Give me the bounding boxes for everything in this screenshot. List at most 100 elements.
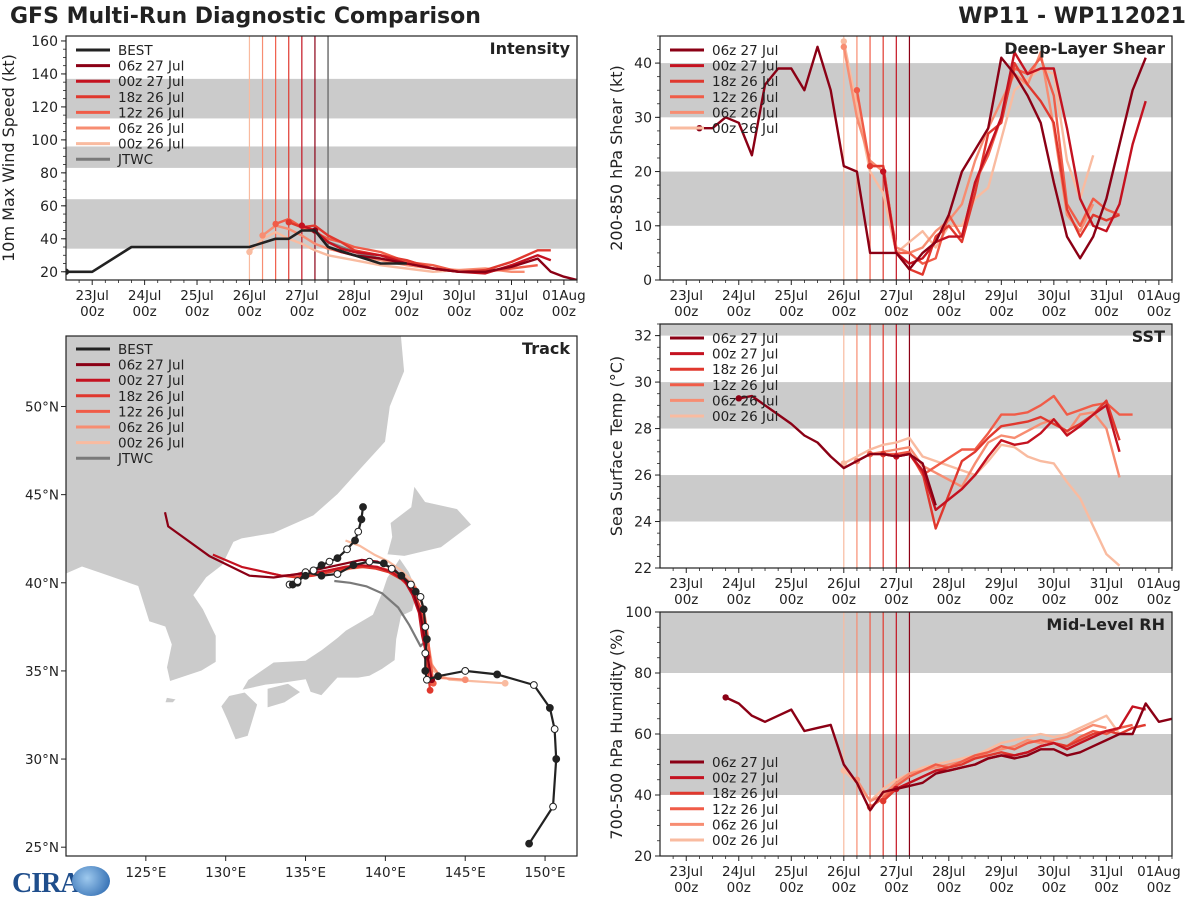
storm-id: WP11 - WP112021 — [958, 4, 1186, 29]
cira-logo: CIRA — [6, 866, 116, 899]
track-legend-label-best: BEST — [118, 342, 153, 358]
best-track-point — [552, 755, 561, 763]
best-track-point — [493, 670, 502, 679]
intensity-xtick-hour: 00z — [132, 304, 156, 320]
intensity-legend-label-12z-26-jul: 12z 26 Jul — [118, 105, 184, 121]
rh-xtick-day: 28Jul — [932, 864, 965, 880]
intensity-init-point-18z-26-jul — [285, 219, 292, 226]
track-ytick-label: 30°N — [25, 752, 59, 768]
intensity-title: Intensity — [490, 39, 571, 58]
best-track-point — [407, 580, 415, 589]
best-track-point — [365, 557, 374, 566]
sst-init-point-00z-26-jul — [840, 460, 847, 467]
shear-init-point-12z-26-jul — [853, 87, 861, 94]
rh-legend-label-00z-27-jul: 00z 27 Jul — [712, 771, 778, 787]
shear-xtick-day: 28Jul — [932, 288, 965, 304]
sst-series-00z-27-jul — [896, 404, 1121, 512]
track-start-18z-26-jul — [426, 686, 434, 694]
intensity-band-0 — [66, 199, 577, 249]
sst-xtick-hour: 00z — [674, 592, 698, 608]
shear-xtick-day: 01Aug — [1137, 288, 1181, 304]
track-ytick-label: 40°N — [25, 576, 59, 592]
intensity-xtick-hour: 00z — [395, 304, 419, 320]
best-track-point — [434, 672, 442, 681]
track-start-06z-26-jul — [461, 676, 469, 684]
rh-init-point-00z-26-jul — [840, 767, 847, 774]
intensity-xtick-hour: 00z — [342, 304, 366, 320]
best-track-point — [461, 667, 470, 675]
intensity-ytick-label: 60 — [40, 199, 58, 215]
sst-xtick-hour: 00z — [937, 592, 961, 608]
sst-xtick-day: 23Jul — [670, 576, 703, 592]
intensity-xtick-hour: 00z — [80, 304, 104, 320]
rh-xtick-day: 23Jul — [670, 864, 703, 880]
rh-ytick-label: 80 — [634, 666, 652, 682]
intensity-ytick-label: 80 — [40, 166, 58, 182]
intensity-xtick-hour: 00z — [499, 304, 523, 320]
track-ytick-label: 35°N — [25, 664, 59, 680]
shear-init-point-06z-26-jul — [840, 43, 847, 51]
sst-xtick-hour: 00z — [884, 592, 908, 608]
rh-xtick-hour: 00z — [1147, 880, 1171, 896]
best-track-point — [301, 571, 310, 580]
shear-legend-label-06z-26-jul: 06z 26 Jul — [712, 105, 778, 121]
sst-init-point-06z-27-jul — [735, 395, 742, 402]
sst-xtick-hour: 00z — [989, 592, 1013, 608]
track-xtick-label: 125°E — [125, 865, 166, 881]
track-xtick-label: 140°E — [365, 865, 406, 881]
intensity-init-point-00z-26-jul — [246, 248, 253, 256]
intensity-legend-label-jtwc: JTWC — [117, 152, 153, 168]
track-legend-label-06z-26-jul: 06z 26 Jul — [118, 420, 184, 436]
intensity-init-point-best — [66, 268, 70, 275]
intensity-series-best — [66, 229, 407, 274]
best-track-point — [416, 592, 425, 601]
shear-series-18z-26-jul — [870, 61, 1120, 276]
sst-legend-label-18z-26-jul: 18z 26 Jul — [712, 362, 778, 378]
shear-legend-label-18z-26-jul: 18z 26 Jul — [712, 74, 778, 90]
intensity-init-point-06z-26-jul — [259, 232, 266, 239]
sst-legend-label-00z-27-jul: 00z 27 Jul — [712, 347, 778, 363]
rh-series-06z-27-jul — [725, 696, 1172, 812]
shear-legend-label-06z-27-jul: 06z 27 Jul — [712, 43, 778, 59]
sst-legend-label-00z-26-jul: 00z 26 Jul — [712, 409, 778, 425]
rh-legend-label-00z-26-jul: 00z 26 Jul — [712, 833, 778, 849]
best-track-point — [549, 802, 557, 811]
intensity-legend-label-06z-26-jul: 06z 26 Jul — [118, 121, 184, 137]
landmass-4 — [220, 691, 259, 741]
landmass-2 — [240, 557, 418, 697]
rh-xtick-hour: 00z — [937, 880, 961, 896]
sst-ytick-label: 26 — [634, 468, 652, 484]
rh-xtick-day: 27Jul — [880, 864, 913, 880]
sst-ytick-label: 22 — [634, 561, 652, 577]
rh-xtick-day: 31Jul — [1090, 864, 1123, 880]
intensity-xtick-hour: 00z — [447, 304, 471, 320]
shear-ylabel: 200-850 hPa Shear (kt) — [607, 65, 626, 251]
rh-title: Mid-Level RH — [1046, 615, 1165, 634]
track-line-jtwc — [334, 579, 428, 648]
rh-legend-label-06z-26-jul: 06z 26 Jul — [712, 817, 778, 833]
track-legend-label-18z-26-jul: 18z 26 Jul — [118, 389, 184, 405]
best-track-point — [422, 635, 431, 644]
best-track-point — [293, 577, 302, 585]
intensity-frame — [65, 35, 578, 281]
shear-init-point-00z-27-jul — [879, 168, 887, 175]
sst-band-0 — [660, 475, 1172, 522]
intensity-xtick-day: 23Jul — [75, 288, 108, 304]
rh-series-12z-26-jul — [869, 723, 1133, 809]
shear-band-0 — [660, 171, 1172, 226]
intensity-band-1 — [66, 146, 577, 168]
rh-series-00z-27-jul — [895, 705, 1146, 790]
intensity-ytick-label: 20 — [40, 265, 58, 281]
sst-series-06z-27-jul — [738, 394, 937, 506]
rh-xtick-hour: 00z — [1042, 880, 1066, 896]
best-track-point — [421, 649, 430, 658]
page-title: GFS Multi-Run Diagnostic Comparison — [10, 4, 481, 29]
best-track-point — [421, 622, 430, 631]
intensity-xtick-day: 24Jul — [128, 288, 161, 304]
shear-ytick-label: 0 — [643, 273, 652, 289]
intensity-ytick-label: 100 — [31, 133, 58, 149]
rh-xtick-day: 24Jul — [722, 864, 755, 880]
sst-xtick-hour: 00z — [727, 592, 751, 608]
best-track-point — [343, 545, 351, 554]
